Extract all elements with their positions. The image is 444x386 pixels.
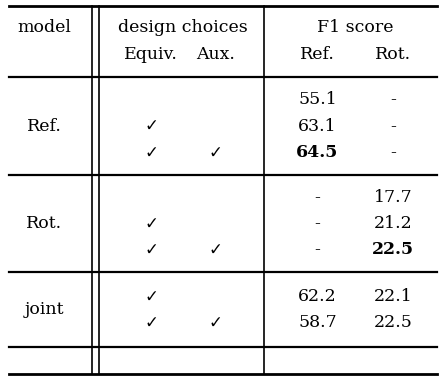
Text: ✓: ✓ [144,241,158,259]
Text: 55.1: 55.1 [298,91,337,108]
Text: 62.2: 62.2 [298,288,337,305]
Text: model: model [17,19,71,36]
Text: joint: joint [25,301,64,318]
Text: F1 score: F1 score [317,19,393,36]
Text: ✓: ✓ [144,215,158,233]
Text: 21.2: 21.2 [373,215,412,232]
Text: 22.1: 22.1 [373,288,412,305]
Text: Aux.: Aux. [196,46,235,63]
Text: -: - [390,144,396,161]
Text: -: - [314,241,321,258]
Text: ✓: ✓ [208,241,222,259]
Text: ✓: ✓ [208,314,222,332]
Text: -: - [314,189,321,206]
Text: ✓: ✓ [208,144,222,161]
Text: 58.7: 58.7 [298,314,337,331]
Text: 63.1: 63.1 [298,118,337,135]
Text: 22.5: 22.5 [373,314,412,331]
Text: Rot.: Rot. [375,46,411,63]
Text: ✓: ✓ [144,144,158,161]
Text: design choices: design choices [118,19,248,36]
Text: Equiv.: Equiv. [124,46,178,63]
Text: Rot.: Rot. [26,215,63,232]
Text: ✓: ✓ [144,314,158,332]
Text: Ref.: Ref. [300,46,335,63]
Text: ✓: ✓ [144,288,158,305]
Text: -: - [390,91,396,108]
Text: 22.5: 22.5 [372,241,414,258]
Text: ✓: ✓ [144,117,158,135]
Text: -: - [314,215,321,232]
Text: 17.7: 17.7 [373,189,412,206]
Text: Ref.: Ref. [27,117,62,135]
Text: -: - [390,118,396,135]
Text: 64.5: 64.5 [296,144,339,161]
